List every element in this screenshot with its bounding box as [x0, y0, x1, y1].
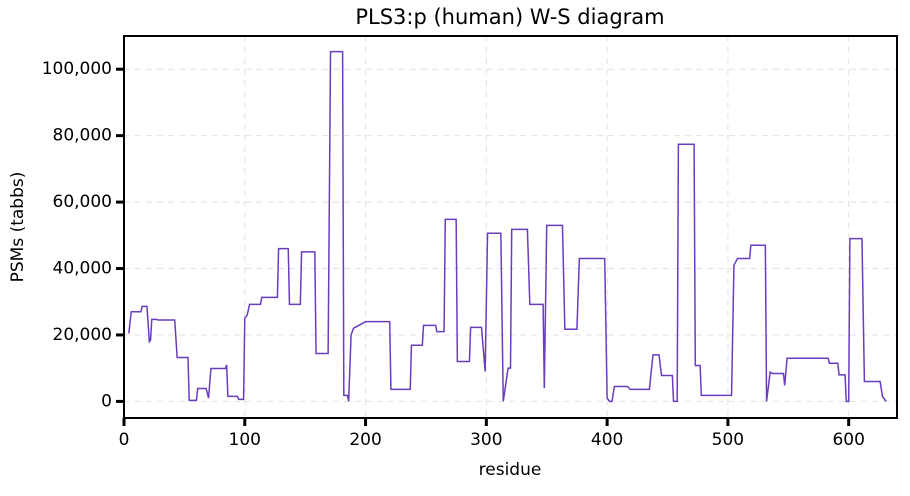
x-tick-label: 100 — [229, 430, 261, 450]
x-tick-label: 0 — [119, 430, 130, 450]
x-tick-label: 200 — [349, 430, 381, 450]
x-tick-label: 300 — [470, 430, 502, 450]
y-tick-label: 0 — [101, 391, 112, 411]
y-tick-label: 100,000 — [42, 59, 112, 79]
x-tick-label: 400 — [591, 430, 623, 450]
y-tick-label: 40,000 — [53, 259, 112, 279]
y-tick-label: 20,000 — [53, 325, 112, 345]
y-tick-label: 60,000 — [53, 192, 112, 212]
y-axis-label: PSMs (tabbs) — [8, 172, 28, 283]
plot-frame — [123, 35, 898, 419]
x-tick-label: 600 — [832, 430, 864, 450]
chart-title: PLS3:p (human) W-S diagram — [355, 5, 664, 29]
x-axis-label: residue — [479, 460, 542, 480]
x-tick-label: 500 — [712, 430, 744, 450]
y-tick-label: 80,000 — [53, 126, 112, 146]
data-line — [128, 50, 887, 403]
